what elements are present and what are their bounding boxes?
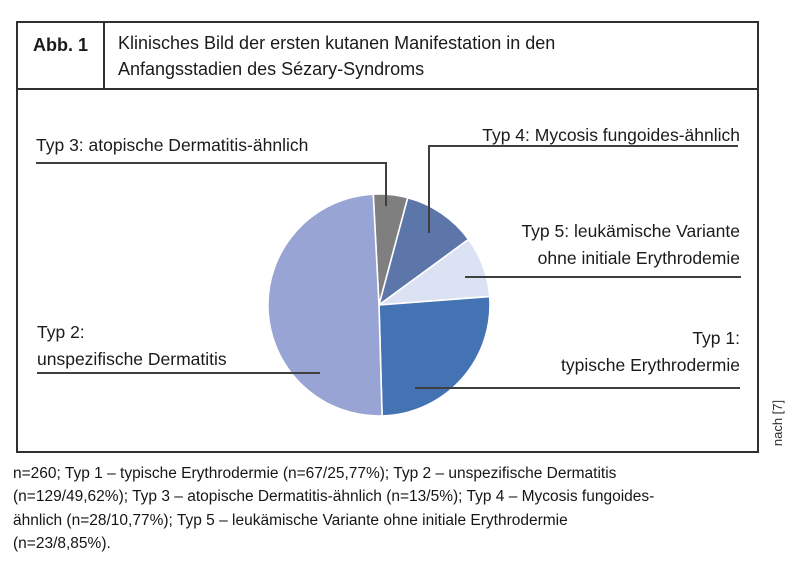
- leader-line-typ3-h: [36, 162, 386, 164]
- pie-slice-1: [378, 295, 491, 417]
- source-reference-note: nach [7]: [770, 399, 785, 447]
- leader-line-typ5-h: [465, 276, 741, 278]
- pie-slice-4: [378, 196, 470, 306]
- callout-typ2: Typ 2: unspezifische Dermatitis: [37, 322, 227, 369]
- pie-slice-2: [267, 193, 383, 417]
- leader-line-typ4-v: [428, 145, 430, 233]
- figure-caption: n=260; Typ 1 – typische Erythrodermie (n…: [13, 465, 655, 553]
- callout-typ1: Typ 1: typische Erythrodermie: [561, 328, 740, 375]
- callout-typ4: Typ 4: Mycosis fungoides-ähnlich: [482, 125, 740, 145]
- figure-number-label: Abb. 1: [18, 23, 105, 88]
- leader-line-typ3-v: [385, 162, 387, 206]
- figure-title: Klinisches Bild der ersten kutanen Manif…: [118, 33, 556, 79]
- leader-line-typ1-h: [415, 387, 740, 389]
- callout-typ3: Typ 3: atopische Dermatitis-ähnlich: [36, 135, 309, 155]
- callout-typ5: Typ 5: leukämische Variante ohne initial…: [521, 221, 740, 268]
- leader-line-typ4-h: [428, 145, 738, 147]
- leader-line-typ2-h: [37, 372, 320, 374]
- figure-title-bar: Abb. 1 Klinisches Bild der ersten kutane…: [18, 23, 757, 90]
